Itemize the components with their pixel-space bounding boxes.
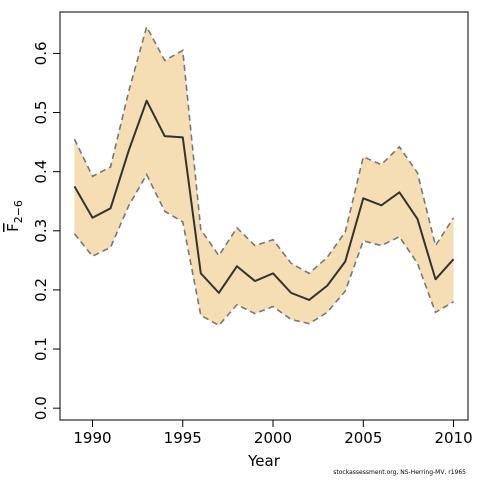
x-tick-label: 2010	[434, 429, 472, 447]
lower-bound-line	[73, 172, 454, 327]
y-axis-title: F2−6	[4, 200, 25, 232]
y-tick-label: 0.0	[32, 396, 50, 420]
x-axis-title: Year	[247, 452, 281, 470]
x-tick-label: 2000	[254, 429, 292, 447]
source-footer: stockassessment.org, NS-Herring-MV, r196…	[333, 469, 466, 476]
y-axis-title-sub: 2−6	[12, 200, 25, 223]
y-tick-label: 0.4	[32, 160, 50, 184]
y-tick-label: 0.1	[32, 337, 50, 361]
upper-bound-line	[73, 24, 455, 275]
x-tick-label: 1990	[73, 429, 111, 447]
x-tick-label: 1995	[164, 429, 202, 447]
estimate-line	[73, 99, 455, 301]
y-tick-label: 0.5	[32, 101, 50, 125]
plot-frame	[59, 11, 469, 421]
y-tick-label: 0.6	[32, 41, 50, 65]
y-tick-label: 0.3	[32, 219, 50, 243]
x-tick-label: 2005	[344, 429, 382, 447]
confidence-band	[74, 26, 454, 326]
y-axis-title-main: F	[4, 223, 22, 232]
y-tick-label: 0.2	[32, 278, 50, 302]
